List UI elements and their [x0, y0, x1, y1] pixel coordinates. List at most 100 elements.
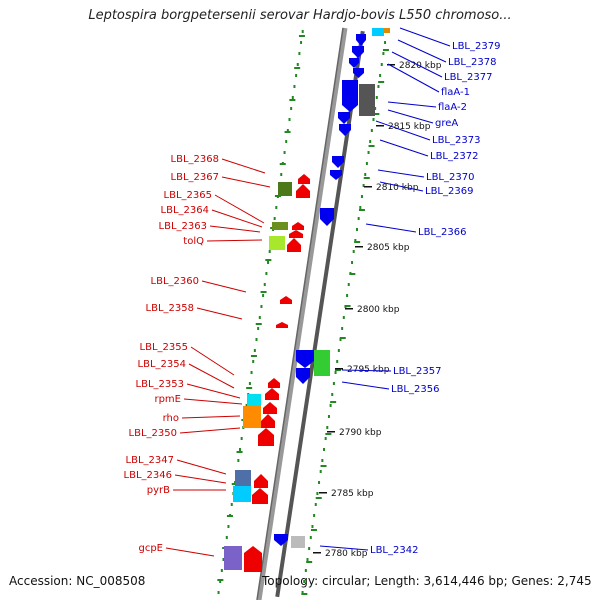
- track-dot: [288, 118, 291, 121]
- gene-label-right: LBL_2370: [426, 172, 474, 183]
- gene-label-right: LBL_2372: [430, 151, 478, 162]
- track-tick: [368, 145, 375, 147]
- track-dot: [300, 41, 303, 44]
- track-dot: [290, 107, 293, 110]
- gene-box: [291, 536, 305, 548]
- gene-forward: [280, 296, 292, 304]
- gene-label-left: rho: [163, 413, 179, 424]
- gene-box: [233, 486, 251, 502]
- track-dot: [326, 426, 329, 429]
- track-dot: [337, 349, 340, 352]
- track-dot: [217, 591, 220, 594]
- track-dot: [347, 283, 350, 286]
- gene-label-right: greA: [435, 118, 458, 129]
- gene-label-left: LBL_2346: [124, 470, 172, 481]
- label-connector: [391, 51, 443, 78]
- gene-label-right: LBL_2373: [432, 135, 480, 146]
- ruler-label: 2810 kbp: [376, 183, 419, 193]
- track-tick: [294, 67, 301, 69]
- track-dot: [359, 206, 362, 209]
- track-dot: [240, 437, 243, 440]
- label-connector: [179, 427, 241, 434]
- gene-label-left: LBL_2363: [159, 221, 207, 232]
- track-dot: [352, 250, 355, 253]
- gene-label-left: LBL_2364: [161, 205, 209, 216]
- track-dot: [248, 382, 251, 385]
- label-connector: [341, 381, 390, 390]
- gene-label-left: tolQ: [183, 236, 204, 247]
- gene-reverse: [274, 534, 288, 546]
- ruler-label: 2815 kbp: [388, 122, 431, 132]
- label-connector: [375, 120, 431, 141]
- gene-forward: [296, 184, 310, 198]
- ruler-tick: [376, 125, 384, 127]
- track-dot: [384, 41, 387, 44]
- track-dot: [354, 239, 357, 242]
- track-dot: [334, 371, 337, 374]
- gene-box: [224, 546, 242, 570]
- track-dot: [283, 151, 286, 154]
- ruler-label: 2780 kbp: [325, 549, 368, 559]
- track-dot: [367, 151, 370, 154]
- feature-layer: [224, 28, 390, 572]
- track-tick: [289, 99, 296, 101]
- track-dot: [375, 96, 378, 99]
- gene-forward: [258, 428, 274, 446]
- gene-label-right: LBL_2357: [393, 366, 441, 377]
- track-dot: [360, 195, 363, 198]
- track-tick: [298, 35, 305, 37]
- track-dot: [222, 558, 225, 561]
- track-dot: [369, 140, 372, 143]
- track-tick: [315, 497, 322, 499]
- genome-backbone: [256, 27, 348, 600]
- track-dot: [339, 338, 342, 341]
- gene-label-right: LBL_2356: [391, 384, 439, 395]
- track-dot: [379, 74, 382, 77]
- gene-reverse: [332, 156, 344, 168]
- track-tick: [339, 337, 346, 339]
- track-dot: [341, 327, 344, 330]
- gene-forward: [265, 388, 279, 400]
- label-connector: [201, 280, 247, 293]
- gene-forward: [292, 222, 304, 230]
- gene-label-right: flaA-2: [438, 102, 467, 113]
- track-dot: [327, 415, 330, 418]
- gene-box: [384, 28, 390, 33]
- gene-box: [269, 236, 285, 250]
- ruler-tick: [387, 64, 395, 66]
- track-dot: [362, 184, 365, 187]
- gene-box: [314, 350, 330, 376]
- ruler-tick: [364, 186, 372, 188]
- accession-text: Accession: NC_008508: [9, 574, 146, 588]
- track-dot: [370, 129, 373, 132]
- ruler-tick: [355, 246, 363, 248]
- gene-reverse: [296, 350, 314, 368]
- track-tick: [334, 369, 341, 371]
- label-connector: [379, 181, 424, 192]
- gene-reverse: [352, 46, 364, 58]
- track-dot: [258, 316, 261, 319]
- gene-reverse: [353, 68, 364, 78]
- label-connector: [387, 101, 437, 108]
- gene-forward: [287, 238, 301, 252]
- track-dot: [296, 63, 299, 66]
- track-tick: [236, 451, 243, 453]
- gene-forward: [298, 174, 310, 184]
- track-tick: [301, 593, 308, 595]
- gene-box: [243, 406, 261, 428]
- gene-box: [359, 84, 375, 116]
- track-dot: [268, 250, 271, 253]
- track-dot: [303, 580, 306, 583]
- gene-reverse: [338, 112, 350, 124]
- track-dot: [356, 228, 358, 231]
- label-connector: [365, 223, 417, 233]
- track-dot: [219, 580, 222, 583]
- track-dot: [380, 63, 383, 66]
- label-connector: [196, 307, 243, 320]
- track-tick: [226, 515, 233, 517]
- track-dot: [250, 371, 253, 374]
- track-dot: [252, 360, 255, 363]
- gene-box: [272, 222, 288, 230]
- gene-forward: [261, 414, 275, 428]
- label-connector: [397, 39, 447, 63]
